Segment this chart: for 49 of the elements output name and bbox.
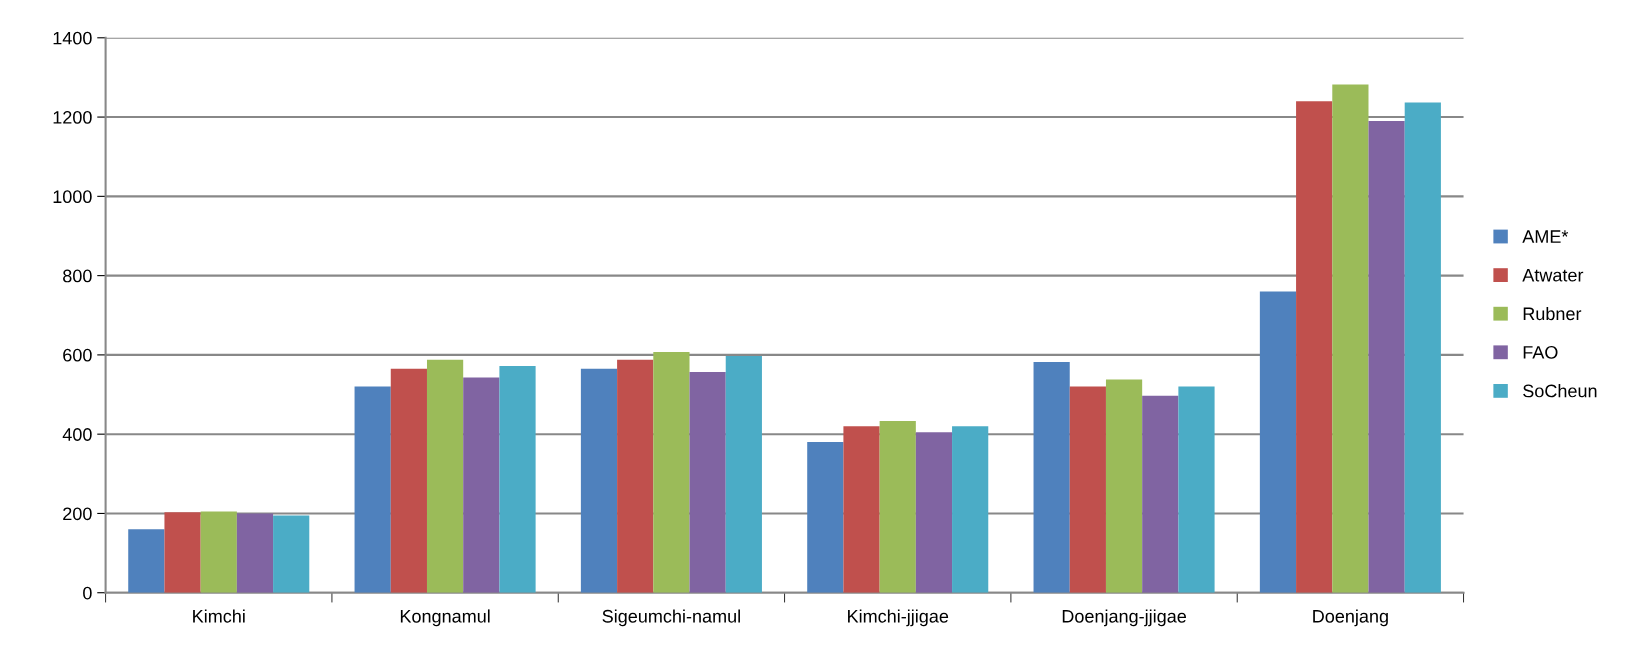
legend-label: FAO — [1523, 345, 1558, 359]
bar — [1368, 121, 1405, 593]
x-tick-label: Doenjang-jjigae — [1062, 609, 1186, 627]
x-tick-label: Doenjang — [1313, 609, 1388, 627]
bar — [499, 365, 536, 593]
bar — [807, 442, 844, 593]
bar — [915, 432, 953, 593]
y-tick-label: 0 — [83, 586, 92, 600]
bar — [426, 359, 464, 593]
bar — [164, 512, 201, 593]
x-tick-label: Sigeumchi-namul — [602, 609, 740, 627]
y-tick-label: 1000 — [53, 190, 92, 204]
bar — [879, 421, 916, 593]
bar — [843, 426, 880, 593]
y-tick-label: 400 — [62, 428, 92, 441]
bar — [617, 359, 654, 593]
legend-label: Rubner — [1523, 306, 1582, 321]
y-tick-label: 1400 — [53, 31, 92, 45]
bar — [1178, 386, 1215, 593]
bar — [200, 511, 237, 593]
y-tick-label: 1200 — [53, 111, 92, 124]
legend-label: Atwater — [1522, 268, 1584, 282]
bar — [463, 377, 500, 593]
bar — [689, 371, 726, 593]
bar — [1259, 291, 1297, 593]
bar — [1033, 362, 1070, 593]
bar — [1296, 101, 1333, 593]
legend-label: SoCheun — [1523, 384, 1597, 398]
bar — [128, 529, 165, 593]
bar — [1069, 386, 1106, 593]
x-tick-label: Kimchi — [193, 609, 245, 623]
bar — [236, 513, 274, 593]
bar — [1105, 379, 1143, 593]
x-tick-label: Kimchi-jjigae — [848, 609, 949, 627]
bar — [580, 368, 618, 593]
x-tick-label: Kongnamul — [400, 609, 490, 627]
y-tick-label: 800 — [63, 269, 92, 283]
bar — [354, 386, 391, 593]
bar — [725, 356, 762, 593]
bar — [653, 352, 690, 593]
legend-label: AME* — [1522, 230, 1569, 243]
bar — [390, 368, 427, 593]
y-tick-label: 600 — [63, 348, 92, 362]
y-tick-label: 200 — [63, 507, 92, 521]
bar — [273, 515, 310, 593]
bar — [1142, 395, 1179, 593]
bar — [1332, 84, 1369, 593]
bar — [952, 426, 989, 593]
bar — [1404, 102, 1441, 593]
